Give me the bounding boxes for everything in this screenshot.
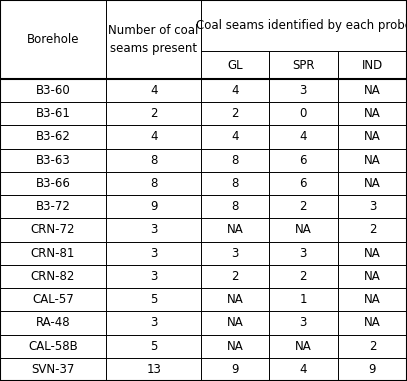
Text: 5: 5 [150, 293, 158, 306]
Text: Borehole: Borehole [27, 33, 79, 46]
Text: 5: 5 [150, 339, 158, 353]
Text: 8: 8 [231, 154, 239, 167]
Text: GL: GL [227, 59, 243, 72]
Text: 2: 2 [231, 107, 239, 120]
Text: 9: 9 [369, 363, 376, 376]
Text: CAL-57: CAL-57 [32, 293, 74, 306]
Text: NA: NA [227, 293, 243, 306]
Text: 8: 8 [150, 154, 158, 167]
Text: CAL-58B: CAL-58B [28, 339, 78, 353]
Text: 1: 1 [300, 293, 307, 306]
Text: SPR: SPR [292, 59, 315, 72]
Text: NA: NA [364, 154, 381, 167]
Text: NA: NA [364, 84, 381, 97]
Text: 2: 2 [300, 200, 307, 213]
Text: 4: 4 [150, 84, 158, 97]
Text: 3: 3 [300, 247, 307, 260]
Text: 9: 9 [231, 363, 239, 376]
Text: 4: 4 [150, 130, 158, 144]
Text: 3: 3 [369, 200, 376, 213]
Text: 4: 4 [231, 130, 239, 144]
Text: Number of coal
seams present: Number of coal seams present [108, 24, 199, 55]
Text: NA: NA [364, 177, 381, 190]
Text: B3-62: B3-62 [35, 130, 70, 144]
Text: NA: NA [364, 270, 381, 283]
Text: 3: 3 [150, 316, 158, 330]
Text: RA-48: RA-48 [35, 316, 70, 330]
Text: 9: 9 [150, 200, 158, 213]
Text: NA: NA [227, 223, 243, 237]
Text: B3-60: B3-60 [35, 84, 70, 97]
Text: 3: 3 [300, 84, 307, 97]
Text: 3: 3 [150, 247, 158, 260]
Text: CRN-82: CRN-82 [31, 270, 75, 283]
Text: CRN-81: CRN-81 [31, 247, 75, 260]
Text: 3: 3 [150, 270, 158, 283]
Text: NA: NA [364, 130, 381, 144]
Text: 2: 2 [369, 223, 376, 237]
Text: 13: 13 [146, 363, 161, 376]
Text: B3-72: B3-72 [35, 200, 70, 213]
Text: 8: 8 [231, 200, 239, 213]
Text: 8: 8 [231, 177, 239, 190]
Text: B3-63: B3-63 [35, 154, 70, 167]
Text: 4: 4 [300, 363, 307, 376]
Text: CRN-72: CRN-72 [31, 223, 75, 237]
Text: 8: 8 [150, 177, 158, 190]
Text: NA: NA [227, 316, 243, 330]
Text: 3: 3 [300, 316, 307, 330]
Text: Coal seams identified by each probe: Coal seams identified by each probe [196, 19, 407, 32]
Text: NA: NA [295, 339, 312, 353]
Text: 0: 0 [300, 107, 307, 120]
Text: 2: 2 [150, 107, 158, 120]
Text: NA: NA [364, 316, 381, 330]
Text: 6: 6 [300, 154, 307, 167]
Text: IND: IND [362, 59, 383, 72]
Text: NA: NA [295, 223, 312, 237]
Text: NA: NA [364, 107, 381, 120]
Text: B3-61: B3-61 [35, 107, 70, 120]
Text: 4: 4 [231, 84, 239, 97]
Text: 3: 3 [231, 247, 239, 260]
Text: 3: 3 [150, 223, 158, 237]
Text: NA: NA [364, 247, 381, 260]
Text: 2: 2 [231, 270, 239, 283]
Text: 4: 4 [300, 130, 307, 144]
Text: NA: NA [227, 339, 243, 353]
Text: 2: 2 [300, 270, 307, 283]
Text: B3-66: B3-66 [35, 177, 70, 190]
Text: NA: NA [364, 293, 381, 306]
Text: SVN-37: SVN-37 [31, 363, 74, 376]
Text: 6: 6 [300, 177, 307, 190]
Text: 2: 2 [369, 339, 376, 353]
